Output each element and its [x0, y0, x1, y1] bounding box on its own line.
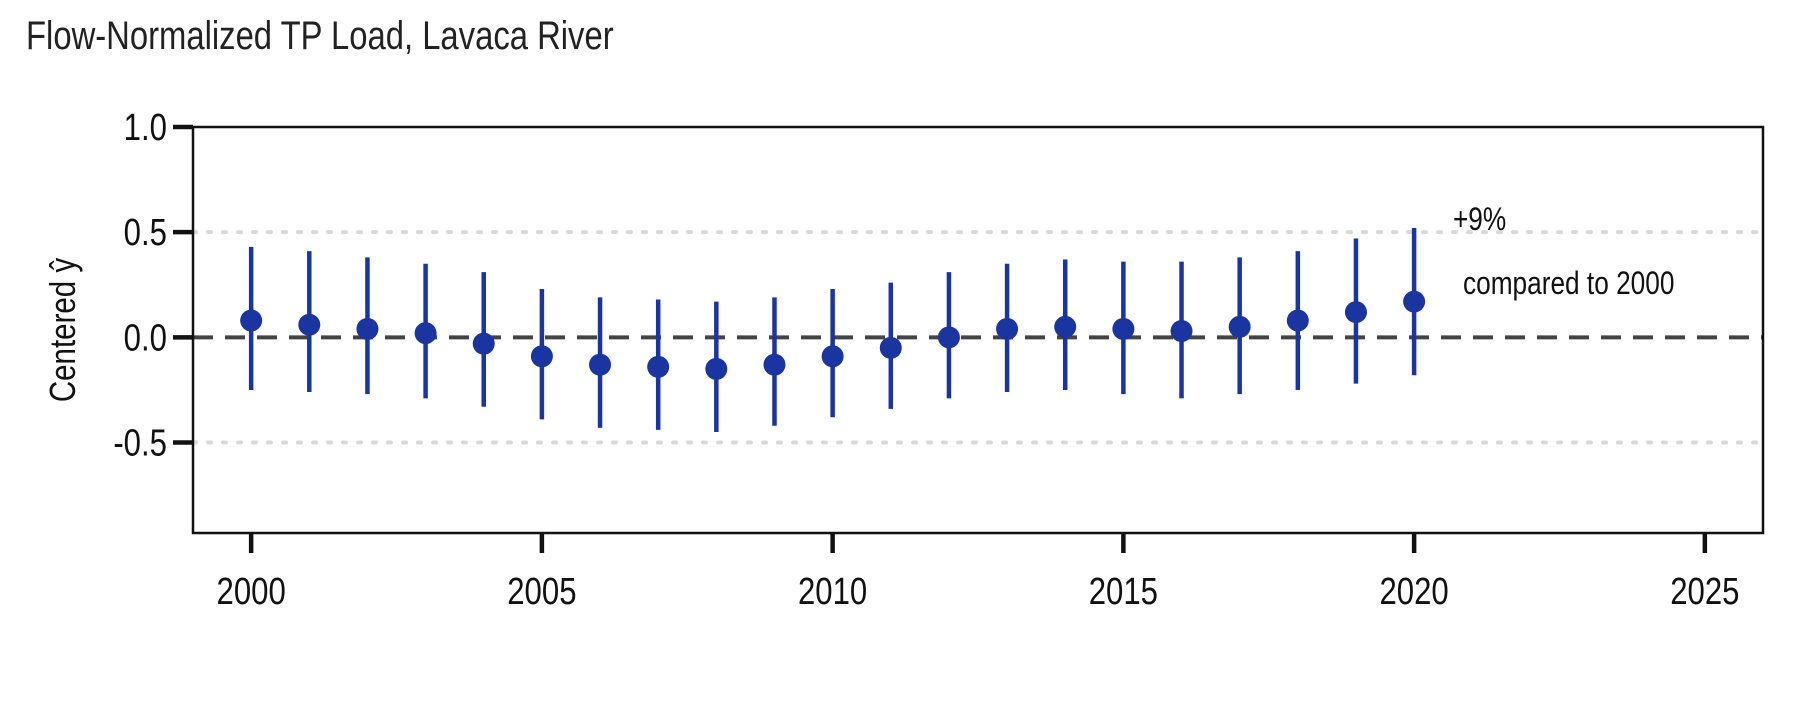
data-point-2006 [589, 353, 612, 376]
data-point-2004 [472, 332, 495, 355]
y-tick-label-3: -0.5 [113, 423, 167, 465]
annotation-percent: +9% [1453, 203, 1506, 238]
data-point-2014 [1054, 315, 1077, 338]
data-point-2020 [1403, 290, 1426, 313]
y-tick-label-0: 1.0 [124, 107, 167, 149]
data-point-2007 [647, 355, 670, 378]
x-tick-label-0: 2000 [216, 571, 285, 613]
annotation-compared: compared to 2000 [1463, 267, 1674, 302]
data-point-2008 [705, 357, 728, 380]
data-point-2015 [1112, 317, 1135, 340]
x-tick-label-4: 2020 [1379, 571, 1448, 613]
data-point-2018 [1286, 309, 1309, 332]
data-point-2009 [763, 353, 786, 376]
y-axis-ticks: 1.0 0.5 0.0 -0.5 [113, 107, 193, 464]
x-tick-label-5: 2025 [1670, 571, 1739, 613]
plot-frame [191, 125, 1765, 535]
data-point-2017 [1228, 315, 1251, 338]
chart-title: Flow-Normalized TP Load, Lavaca River [26, 14, 614, 58]
y-tick-label-2: 0.0 [124, 318, 167, 360]
data-point-2013 [996, 317, 1019, 340]
x-tick-label-3: 2015 [1089, 571, 1158, 613]
data-point-2010 [821, 345, 844, 368]
y-tick-label-1: 0.5 [124, 212, 167, 254]
data-point-2000 [240, 309, 263, 332]
data-points [240, 290, 1426, 380]
x-axis-ticks: 2000 2005 2010 2015 2020 2025 [216, 533, 1740, 613]
grid-lines [191, 230, 1765, 445]
x-tick-label-1: 2005 [507, 571, 576, 613]
data-point-2005 [530, 345, 553, 368]
data-point-2016 [1170, 320, 1193, 343]
x-tick-label-2: 2010 [798, 571, 867, 613]
data-point-2002 [356, 317, 379, 340]
data-point-2012 [937, 326, 960, 349]
y-axis-label: Centered ŷ [42, 257, 82, 402]
data-point-2019 [1344, 301, 1367, 324]
data-point-2011 [879, 336, 902, 359]
data-point-2001 [298, 313, 321, 336]
data-point-2003 [414, 322, 437, 345]
